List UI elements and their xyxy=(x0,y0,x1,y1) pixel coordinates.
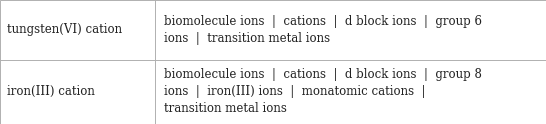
Text: biomolecule ions  |  cations  |  d block ions  |  group 6
ions  |  transition me: biomolecule ions | cations | d block ion… xyxy=(164,15,482,45)
Text: biomolecule ions  |  cations  |  d block ions  |  group 8
ions  |  iron(III) ion: biomolecule ions | cations | d block ion… xyxy=(164,68,482,115)
Text: iron(III) cation: iron(III) cation xyxy=(7,85,94,98)
Text: tungsten(VI) cation: tungsten(VI) cation xyxy=(7,23,122,36)
